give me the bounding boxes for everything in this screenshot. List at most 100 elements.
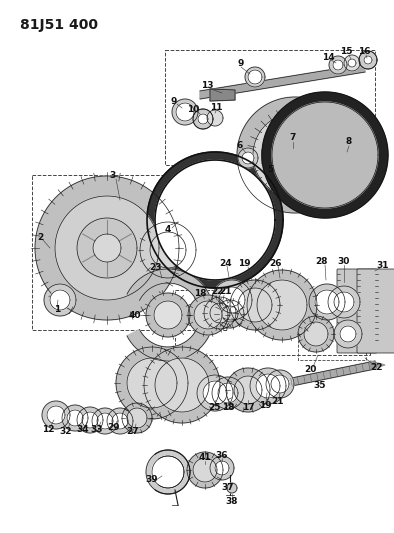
Text: 19: 19 — [259, 400, 271, 409]
Text: 37: 37 — [222, 483, 234, 492]
Polygon shape — [82, 412, 98, 428]
Text: 27: 27 — [127, 427, 139, 437]
Polygon shape — [207, 110, 223, 126]
Text: 1: 1 — [54, 305, 60, 314]
Polygon shape — [256, 374, 280, 398]
Text: 20: 20 — [304, 366, 316, 375]
Polygon shape — [218, 383, 238, 403]
Text: 30: 30 — [338, 257, 350, 266]
Polygon shape — [122, 403, 152, 433]
Polygon shape — [140, 222, 196, 278]
Text: 31: 31 — [377, 261, 389, 270]
Text: 3: 3 — [110, 172, 116, 181]
Text: 9: 9 — [171, 96, 177, 106]
Polygon shape — [107, 408, 133, 434]
Bar — [32, 175, 227, 330]
Polygon shape — [50, 290, 70, 310]
Polygon shape — [237, 97, 353, 213]
Bar — [175, 290, 370, 355]
Polygon shape — [93, 234, 121, 262]
Polygon shape — [55, 196, 159, 300]
Polygon shape — [187, 452, 223, 488]
Polygon shape — [193, 458, 217, 482]
Polygon shape — [250, 368, 286, 404]
Polygon shape — [77, 218, 137, 278]
Polygon shape — [146, 450, 190, 494]
Polygon shape — [304, 322, 328, 346]
Text: 21: 21 — [220, 287, 232, 296]
Polygon shape — [200, 64, 365, 99]
Text: 19: 19 — [238, 260, 250, 269]
Text: 13: 13 — [201, 82, 213, 91]
Polygon shape — [257, 280, 307, 330]
Polygon shape — [309, 284, 345, 320]
Polygon shape — [35, 176, 179, 320]
Bar — [165, 50, 375, 165]
Polygon shape — [144, 347, 220, 423]
Text: 33: 33 — [91, 424, 103, 433]
Polygon shape — [198, 114, 208, 124]
Polygon shape — [238, 288, 272, 322]
Text: 9: 9 — [238, 59, 244, 68]
Polygon shape — [271, 375, 289, 393]
Polygon shape — [315, 290, 339, 314]
Text: 35: 35 — [314, 381, 326, 390]
Polygon shape — [230, 280, 280, 330]
Polygon shape — [127, 269, 214, 361]
Polygon shape — [242, 152, 254, 164]
Polygon shape — [127, 408, 147, 428]
Polygon shape — [210, 456, 234, 480]
Polygon shape — [155, 160, 275, 280]
Text: 34: 34 — [77, 425, 89, 434]
Polygon shape — [344, 55, 360, 71]
Polygon shape — [359, 51, 377, 69]
Polygon shape — [77, 407, 103, 433]
Polygon shape — [266, 370, 294, 398]
Polygon shape — [116, 347, 188, 419]
Polygon shape — [238, 148, 258, 168]
Polygon shape — [248, 70, 262, 84]
Polygon shape — [176, 103, 194, 121]
Text: 41: 41 — [199, 453, 211, 462]
Polygon shape — [334, 320, 362, 348]
Text: 16: 16 — [358, 47, 370, 56]
Polygon shape — [146, 293, 190, 337]
Text: 2: 2 — [37, 232, 43, 241]
Polygon shape — [348, 59, 356, 67]
Polygon shape — [215, 461, 229, 475]
Text: 28: 28 — [316, 257, 328, 266]
Polygon shape — [364, 56, 372, 64]
Polygon shape — [212, 377, 244, 409]
Polygon shape — [127, 358, 177, 408]
Polygon shape — [253, 113, 337, 197]
FancyBboxPatch shape — [357, 269, 394, 353]
Polygon shape — [212, 280, 252, 320]
Polygon shape — [210, 303, 230, 323]
Text: 24: 24 — [220, 259, 232, 268]
Polygon shape — [216, 300, 244, 328]
Text: 4: 4 — [165, 225, 171, 235]
Text: 22: 22 — [371, 362, 383, 372]
Text: 10: 10 — [187, 104, 199, 114]
Polygon shape — [67, 410, 83, 426]
Text: 22: 22 — [212, 287, 224, 296]
Polygon shape — [147, 152, 283, 288]
Polygon shape — [272, 102, 378, 208]
Text: 12: 12 — [42, 425, 54, 434]
Polygon shape — [328, 286, 360, 318]
Polygon shape — [47, 406, 65, 424]
Text: 36: 36 — [216, 450, 228, 459]
Text: 26: 26 — [270, 259, 282, 268]
Polygon shape — [130, 361, 375, 419]
Polygon shape — [298, 316, 334, 352]
Polygon shape — [370, 361, 385, 369]
Polygon shape — [262, 92, 388, 218]
Polygon shape — [219, 287, 245, 313]
Polygon shape — [194, 301, 222, 329]
Polygon shape — [203, 381, 227, 405]
Text: 14: 14 — [322, 52, 335, 61]
Text: 32: 32 — [60, 427, 72, 437]
Polygon shape — [204, 297, 236, 329]
Text: 21: 21 — [272, 398, 284, 407]
Polygon shape — [152, 456, 184, 488]
